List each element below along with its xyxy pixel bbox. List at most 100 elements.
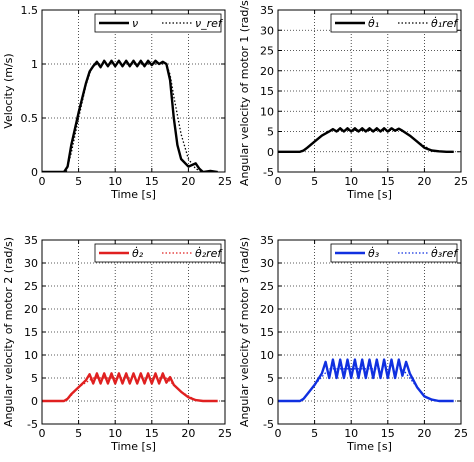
x-tick-label: 25 xyxy=(454,175,468,188)
y-tick-label: 0.5 xyxy=(21,112,39,125)
x-tick-label: 0 xyxy=(39,427,46,440)
legend-label-1: θ̇₃ xyxy=(368,246,380,260)
y-tick-label: 35 xyxy=(260,234,274,247)
x-tick-label: 10 xyxy=(344,175,358,188)
y-tick-label: 35 xyxy=(24,234,38,247)
x-tick-label: 25 xyxy=(454,427,468,440)
axes-frame xyxy=(41,239,226,425)
y-tick-label: 15 xyxy=(260,85,274,98)
series-line-2 xyxy=(42,377,218,402)
x-tick-label: 10 xyxy=(108,427,122,440)
x-tick-label: 10 xyxy=(344,427,358,440)
x-tick-label: 20 xyxy=(417,175,431,188)
series-group xyxy=(42,59,218,172)
y-tick-label: 20 xyxy=(260,65,274,78)
y-axis-title: Angular velocity of motor 1 (rad/s) xyxy=(238,0,251,186)
legend-box xyxy=(94,13,222,33)
y-tick-label: 10 xyxy=(24,349,38,362)
y-tick-label: 25 xyxy=(260,45,274,58)
y-tick-label: 0 xyxy=(31,166,38,179)
x-tick-label: 25 xyxy=(218,175,232,188)
x-tick-label: 5 xyxy=(75,175,82,188)
x-tick-label: 25 xyxy=(218,427,232,440)
axes-frame xyxy=(277,9,462,173)
y-tick-label: 20 xyxy=(24,303,38,316)
y-tick-label: 0 xyxy=(31,395,38,408)
y-tick-label: 20 xyxy=(260,303,274,316)
y-tick-label: -5 xyxy=(263,166,274,179)
x-tick-label: 5 xyxy=(311,175,318,188)
legend-box xyxy=(330,243,458,263)
y-tick-label: 10 xyxy=(260,349,274,362)
x-tick-label: 0 xyxy=(275,427,282,440)
series-group xyxy=(278,127,454,154)
x-tick-label: 0 xyxy=(275,175,282,188)
chart-panel-1: 0 5 10 15 20 25 0 0.5 1 1.5 Time [s] Velocity (m/s)… xyxy=(2,4,232,201)
x-axis-title: Time [s] xyxy=(110,440,156,453)
y-axis-title: Angular velocity of motor 2 (rad/s) xyxy=(2,237,15,427)
legend: ν ν_ref xyxy=(94,13,224,33)
series-group xyxy=(278,358,454,403)
y-tick-label: 1.5 xyxy=(21,4,39,17)
x-tick-label: 10 xyxy=(108,175,122,188)
legend-label-1: θ̇₁ xyxy=(368,16,379,30)
legend-label-2: ν_ref xyxy=(195,17,224,30)
x-axis-title: Time [s] xyxy=(110,188,156,201)
legend-box xyxy=(94,243,222,263)
x-tick-label: 5 xyxy=(311,427,318,440)
series-line-1 xyxy=(278,127,454,154)
legend-label-2: θ̇₁ref xyxy=(431,16,459,30)
y-tick-label: 5 xyxy=(31,372,38,385)
y-tick-label: 30 xyxy=(260,257,274,270)
legend: θ̇₃ θ̇₃ref xyxy=(330,243,459,263)
y-tick-label: 35 xyxy=(260,4,274,17)
y-tick-label: 25 xyxy=(24,280,38,293)
series-line-2 xyxy=(278,129,454,153)
series-group xyxy=(42,372,218,403)
series-line-2 xyxy=(42,63,218,172)
series-line-1 xyxy=(42,59,218,172)
x-tick-label: 0 xyxy=(39,175,46,188)
legend-label-2: θ̇₂ref xyxy=(195,246,223,260)
y-tick-label: 0 xyxy=(267,395,274,408)
y-tick-label: 25 xyxy=(260,280,274,293)
y-tick-label: 10 xyxy=(260,105,274,118)
y-tick-label: 30 xyxy=(260,24,274,37)
x-tick-label: 20 xyxy=(181,175,195,188)
x-axis-title: Time [s] xyxy=(346,188,392,201)
y-tick-label: 15 xyxy=(260,326,274,339)
legend: θ̇₁ θ̇₁ref xyxy=(330,13,459,33)
x-axis-title: Time [s] xyxy=(346,440,392,453)
x-tick-label: 20 xyxy=(417,427,431,440)
legend-label-1: ν xyxy=(132,17,138,30)
y-tick-label: 0 xyxy=(267,146,274,159)
series-line-2 xyxy=(278,368,454,402)
legend-label-1: θ̇₂ xyxy=(132,246,144,260)
x-tick-label: 15 xyxy=(145,175,159,188)
x-tick-label: 20 xyxy=(181,427,195,440)
y-tick-label: 5 xyxy=(267,126,274,139)
y-axis-title: Velocity (m/s) xyxy=(2,53,15,128)
y-tick-label: 15 xyxy=(24,326,38,339)
x-tick-label: 15 xyxy=(381,175,395,188)
x-tick-label: 15 xyxy=(381,427,395,440)
legend-box xyxy=(330,13,458,33)
y-tick-label: 30 xyxy=(24,257,38,270)
series-line-1 xyxy=(278,358,454,403)
x-tick-label: 5 xyxy=(75,427,82,440)
x-tick-label: 15 xyxy=(145,427,159,440)
legend-label-2: θ̇₃ref xyxy=(431,246,459,260)
y-tick-label: 5 xyxy=(267,372,274,385)
axes-frame xyxy=(277,239,462,425)
y-axis-title: Angular velocity of motor 3 (rad/s) xyxy=(238,237,251,427)
legend: θ̇₂ θ̇₂ref xyxy=(94,243,223,263)
axes-frame xyxy=(41,9,226,173)
series-line-1 xyxy=(42,372,218,403)
y-tick-label: -5 xyxy=(263,418,274,431)
y-tick-label: 1 xyxy=(31,58,38,71)
y-tick-label: -5 xyxy=(27,418,38,431)
